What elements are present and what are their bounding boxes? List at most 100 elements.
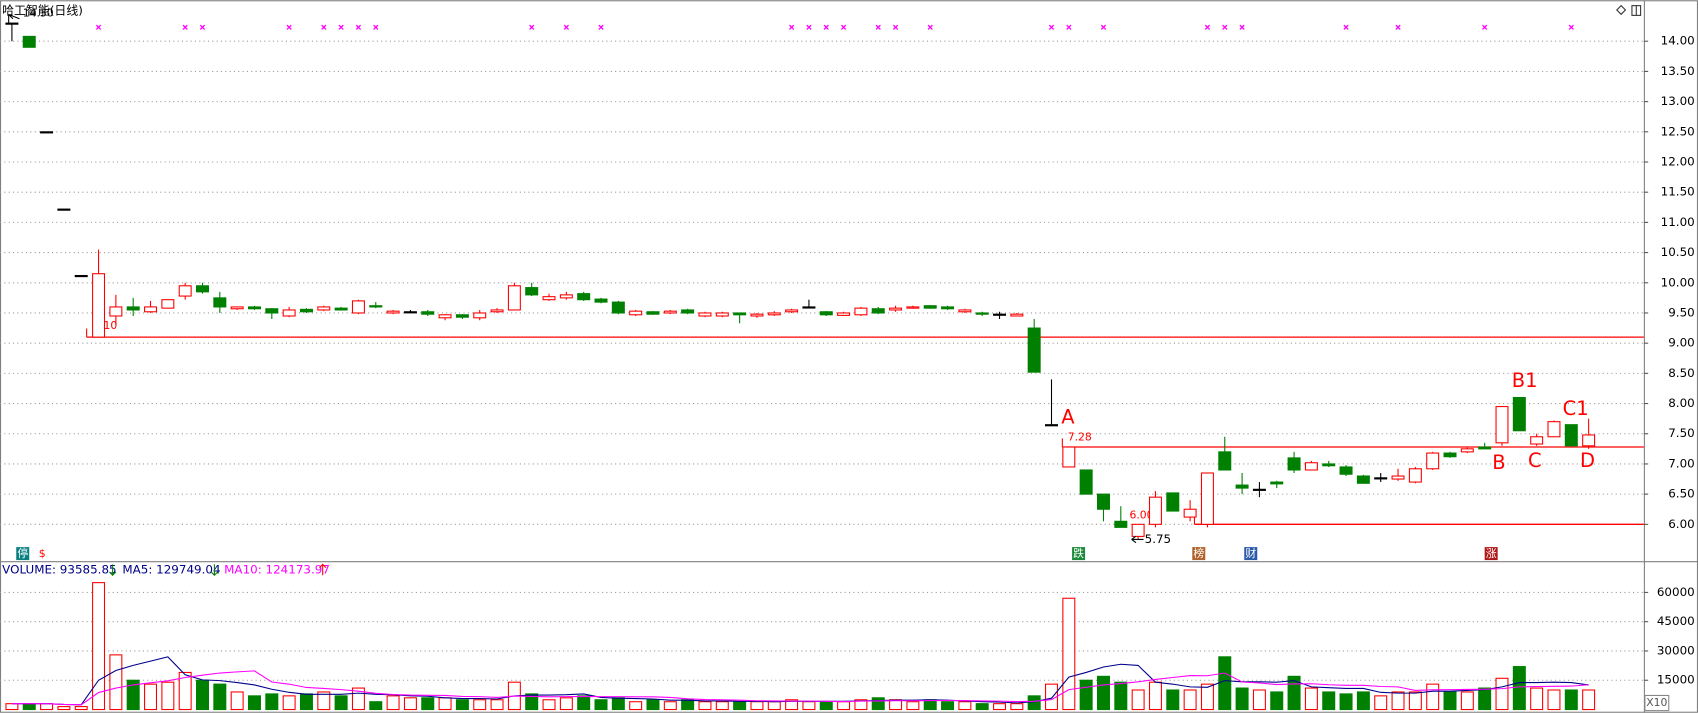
candle-body — [559, 294, 573, 299]
candle-body — [1356, 475, 1370, 484]
volume-bar — [941, 701, 955, 711]
legend-entry: MA5: 129749.04 — [122, 562, 220, 576]
volume-bar — [92, 582, 106, 711]
event-cross — [927, 24, 933, 30]
volume-bar — [265, 693, 279, 711]
volume-bar — [1512, 666, 1526, 711]
candle-body — [1564, 424, 1578, 447]
event-cross — [1343, 24, 1349, 30]
legend-arrow — [108, 564, 117, 577]
candle-body — [1183, 508, 1197, 518]
y-tick-label: 12.00 — [1661, 155, 1695, 169]
y-tick-label: 6.50 — [1668, 487, 1695, 501]
volume-bar — [1235, 687, 1249, 711]
candle-body — [490, 309, 504, 313]
candle-body — [958, 309, 972, 313]
event-cross — [840, 24, 847, 30]
candle-body — [507, 285, 521, 311]
y-tick-label: 8.50 — [1668, 366, 1695, 380]
candle-body — [1530, 436, 1544, 445]
event-cross — [373, 24, 379, 30]
candle-body — [386, 310, 400, 314]
candle-body — [1218, 451, 1232, 471]
candle-body — [1495, 406, 1509, 444]
candle-body — [282, 309, 296, 317]
chart-title: 哈工智能(日线) — [2, 4, 83, 18]
candle-body — [1304, 462, 1318, 471]
candle-body — [1114, 520, 1128, 528]
candle-body — [473, 312, 487, 319]
volume-bar — [906, 701, 920, 711]
candle-body — [178, 285, 192, 297]
event-icon: 跌 — [1073, 546, 1084, 560]
event-cross — [1222, 24, 1228, 30]
candle-body — [1079, 469, 1093, 495]
candle-body — [22, 35, 36, 48]
y-tick-label: 14.00 — [1661, 34, 1695, 48]
legend-entry: VOLUME: 93585.85 — [2, 562, 116, 576]
candle-body — [837, 312, 851, 316]
candle-body — [403, 311, 417, 314]
candle-body — [629, 310, 643, 316]
candle-body — [1512, 396, 1526, 432]
volume-bar — [1027, 695, 1041, 711]
volume-bar — [1200, 683, 1214, 711]
candle-body — [1478, 446, 1492, 450]
volume-bar — [698, 701, 712, 711]
volume-bar — [559, 697, 573, 711]
volume-bar — [733, 701, 747, 711]
volume-bar — [1304, 687, 1318, 711]
volume-bar — [1460, 691, 1474, 711]
candle-body — [1322, 463, 1336, 467]
volume-bar — [819, 701, 833, 711]
event-icon: 财 — [1245, 546, 1256, 560]
volume-bar — [1391, 691, 1405, 711]
volume-bar — [196, 679, 210, 711]
y-tick-label: 12.50 — [1661, 124, 1695, 138]
volume-bar — [1062, 597, 1076, 711]
candle-body — [889, 307, 903, 311]
volume-bar — [646, 699, 660, 711]
y-tick-label: 7.00 — [1668, 456, 1695, 470]
event-cross — [563, 24, 569, 30]
volume-bar — [369, 701, 383, 711]
candle-body — [334, 307, 348, 311]
event-icon: 停 — [17, 546, 28, 560]
candle-body — [767, 312, 781, 316]
volume-bar — [1218, 656, 1232, 711]
low-arrow — [1131, 535, 1144, 544]
ma-line — [11, 670, 1589, 706]
volume-bar — [5, 703, 19, 711]
event-icon: $ — [39, 547, 46, 560]
candle-body — [906, 306, 920, 309]
candle-body — [1235, 484, 1249, 489]
annotation: A — [1061, 406, 1075, 429]
annotation: C — [1528, 449, 1542, 472]
candle-body — [975, 312, 989, 315]
candle-body — [785, 309, 799, 313]
volume-bar — [57, 706, 71, 711]
event-icon-box — [35, 547, 49, 561]
event-icon-box — [1244, 547, 1258, 561]
volume-bar — [871, 697, 885, 711]
event-icon-box — [16, 547, 30, 561]
event-cross — [1568, 24, 1574, 30]
volume-bar — [1478, 687, 1492, 711]
annotation: C1 — [1563, 397, 1589, 420]
event-cross — [338, 24, 344, 30]
volume-bar — [351, 687, 365, 711]
volume-bar — [611, 697, 625, 711]
event-cross — [529, 24, 535, 30]
volume-bar — [1374, 695, 1388, 711]
high-label: 14.30 — [23, 6, 54, 19]
candle-body — [941, 306, 955, 310]
candle-body — [750, 313, 764, 317]
candle-body — [663, 310, 677, 314]
low-label: 5.75 — [1145, 532, 1172, 546]
volume-bar — [681, 699, 695, 711]
volume-bar — [1252, 689, 1266, 711]
y-tick-label: 6.00 — [1668, 517, 1695, 531]
volume-bar — [1045, 683, 1059, 711]
volume-bar — [213, 683, 227, 711]
volume-bar — [663, 701, 677, 711]
